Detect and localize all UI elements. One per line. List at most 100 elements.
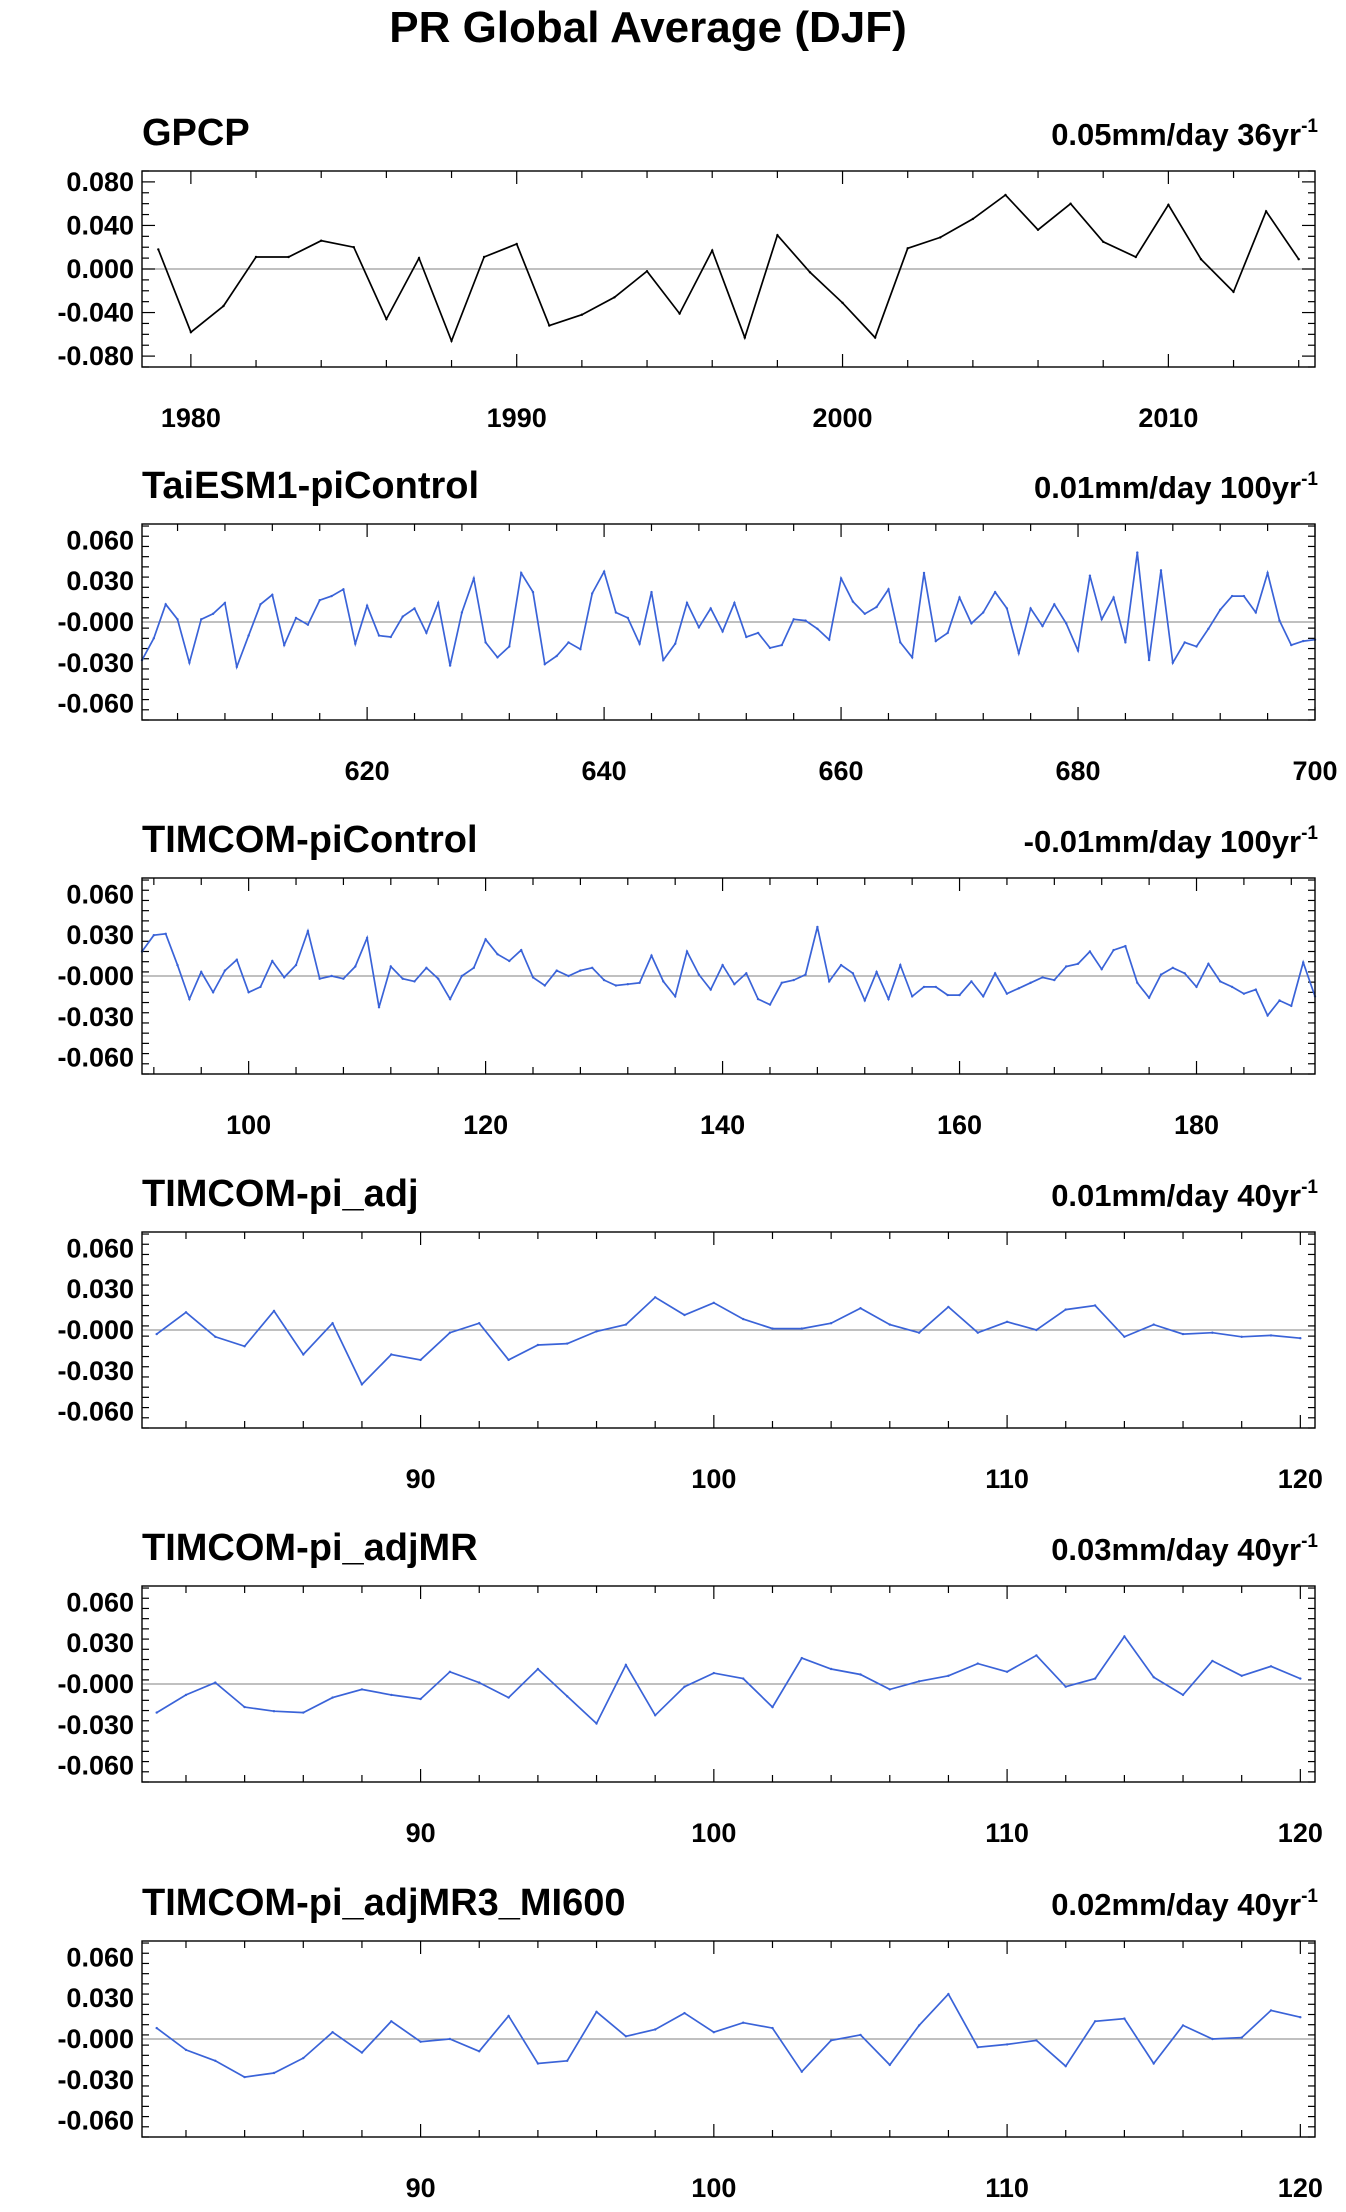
data-point — [887, 997, 890, 1001]
data-point — [721, 963, 724, 967]
data-point — [875, 605, 878, 609]
data-point — [536, 1343, 540, 1347]
y-tick-label: 0.060 — [66, 1587, 134, 1617]
data-point — [709, 988, 712, 991]
data-point — [804, 973, 807, 976]
y-tick-label: -0.060 — [57, 1751, 134, 1781]
trend-value: 0.03mm/day 40yr — [1051, 1532, 1301, 1567]
data-point — [1093, 2020, 1097, 2023]
data-point — [993, 972, 997, 975]
data-point — [645, 270, 649, 273]
data-point — [888, 1688, 891, 1691]
data-point — [543, 663, 546, 666]
data-point — [472, 577, 475, 580]
data-point — [272, 1710, 276, 1713]
data-point — [520, 571, 523, 575]
data-point — [624, 2035, 628, 2038]
data-point — [223, 969, 227, 972]
y-tick-label: -0.030 — [57, 1710, 134, 1740]
trend-value: 0.01mm/day 40yr — [1051, 1178, 1301, 1213]
data-point — [152, 934, 155, 937]
data-point — [829, 2039, 833, 2042]
chart-panel: TIMCOM-pi_adjMR3_MI600 0.02mm/day 40yr-1-… — [57, 1882, 1322, 2203]
y-tick-label: -0.000 — [57, 1315, 134, 1345]
data-point — [354, 965, 357, 968]
data-point — [1100, 618, 1103, 621]
data-point — [460, 974, 464, 978]
data-point — [662, 658, 665, 662]
trend-value: 0.01mm/day 100yr — [1034, 470, 1301, 505]
data-point — [1240, 2036, 1243, 2039]
data-point — [365, 604, 369, 607]
data-point — [1297, 258, 1300, 261]
data-point — [1093, 1304, 1097, 1307]
data-point — [1230, 985, 1234, 989]
data-point — [851, 600, 855, 603]
data-point — [401, 615, 404, 618]
x-tick-label: 2000 — [813, 403, 873, 433]
data-point — [1183, 641, 1186, 644]
data-point — [745, 972, 748, 975]
data-point — [390, 2020, 393, 2023]
data-point — [1266, 1014, 1269, 1017]
data-point — [683, 1313, 686, 1317]
data-point — [211, 612, 215, 615]
data-point — [1159, 569, 1163, 572]
data-point — [982, 611, 985, 614]
data-point — [1211, 1659, 1214, 1663]
data-point — [1183, 972, 1186, 975]
x-tick-label: 100 — [691, 1818, 736, 1848]
trend-value: 0.02mm/day 40yr — [1051, 1887, 1301, 1922]
x-tick-label: 1990 — [487, 403, 547, 433]
data-point — [947, 1992, 950, 1996]
data-point — [1254, 611, 1258, 614]
data-point — [331, 1696, 334, 1699]
data-point — [211, 991, 215, 994]
x-tick-label: 90 — [406, 1464, 436, 1494]
data-point — [484, 641, 487, 644]
data-point — [771, 1705, 774, 1709]
data-point — [579, 969, 582, 972]
data-point — [555, 969, 558, 972]
data-point — [863, 999, 866, 1002]
data-point — [1005, 607, 1009, 610]
data-point — [1035, 2039, 1038, 2042]
data-point — [1181, 1332, 1185, 1336]
data-point — [425, 631, 428, 635]
y-tick-label: -0.030 — [57, 648, 134, 678]
trend-label: 0.01mm/day 100yr-1 — [1034, 469, 1318, 505]
data-point — [235, 665, 238, 669]
data-point — [482, 255, 486, 259]
data-point — [331, 1322, 334, 1325]
data-point — [1195, 645, 1198, 648]
data-point — [971, 217, 975, 221]
data-point — [1064, 2065, 1067, 2068]
data-point — [330, 974, 333, 978]
data-point — [259, 985, 262, 989]
data-point — [320, 239, 323, 242]
data-point — [745, 635, 748, 639]
data-point — [733, 601, 736, 605]
y-tick-label: -0.000 — [57, 1669, 134, 1699]
trend-label: -0.01mm/day 100yr-1 — [1024, 823, 1319, 859]
data-point — [1302, 961, 1305, 964]
data-point — [1207, 627, 1210, 630]
x-tick-label: 680 — [1055, 756, 1100, 786]
y-tick-label: 0.030 — [66, 1628, 134, 1658]
data-point — [674, 642, 677, 645]
trend-exponent: -1 — [1301, 116, 1318, 137]
data-point — [155, 2026, 158, 2030]
data-point — [917, 1680, 921, 1683]
data-point — [888, 2063, 891, 2067]
x-tick-label: 1980 — [161, 403, 221, 433]
data-point — [742, 1677, 745, 1680]
data-point — [243, 2075, 246, 2079]
data-point — [507, 2014, 510, 2018]
data-point — [365, 936, 369, 940]
data-point — [1004, 193, 1007, 197]
data-point — [804, 619, 807, 622]
data-point — [1069, 202, 1072, 205]
data-point — [1299, 1677, 1302, 1680]
data-point — [697, 626, 701, 629]
data-point — [1278, 999, 1281, 1002]
